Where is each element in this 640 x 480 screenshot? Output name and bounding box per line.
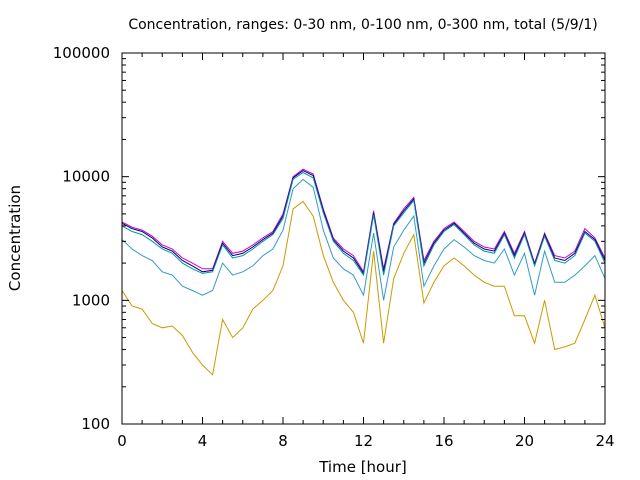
series-line-4 xyxy=(121,178,606,301)
x-tick-label: 20 xyxy=(515,432,534,450)
y-tick-label: 100000 xyxy=(53,44,110,62)
series-line-5 xyxy=(121,200,606,376)
y-tick-label: 100 xyxy=(81,415,110,433)
x-axis-label: Time [hour] xyxy=(318,458,407,476)
chart-title: Concentration, ranges: 0-30 nm, 0-100 nm… xyxy=(128,17,597,33)
series-layer xyxy=(121,168,606,376)
y-axis: 100 1000 10000 100000 xyxy=(53,44,605,433)
y-tick-label: 10000 xyxy=(62,168,110,186)
x-axis: 0 4 8 12 16 20 24 xyxy=(117,53,615,450)
x-tick-label: 12 xyxy=(354,432,373,450)
x-tick-label: 16 xyxy=(434,432,453,450)
y-axis-label: Concentration xyxy=(6,185,24,291)
x-tick-label: 0 xyxy=(117,432,127,450)
series-line-3 xyxy=(121,171,606,277)
x-tick-label: 8 xyxy=(278,432,288,450)
y-tick-label: 1000 xyxy=(72,291,110,309)
series-line-1 xyxy=(121,168,606,274)
x-tick-label: 4 xyxy=(198,432,208,450)
x-tick-label: 24 xyxy=(595,432,614,450)
plot-frame xyxy=(121,52,606,425)
